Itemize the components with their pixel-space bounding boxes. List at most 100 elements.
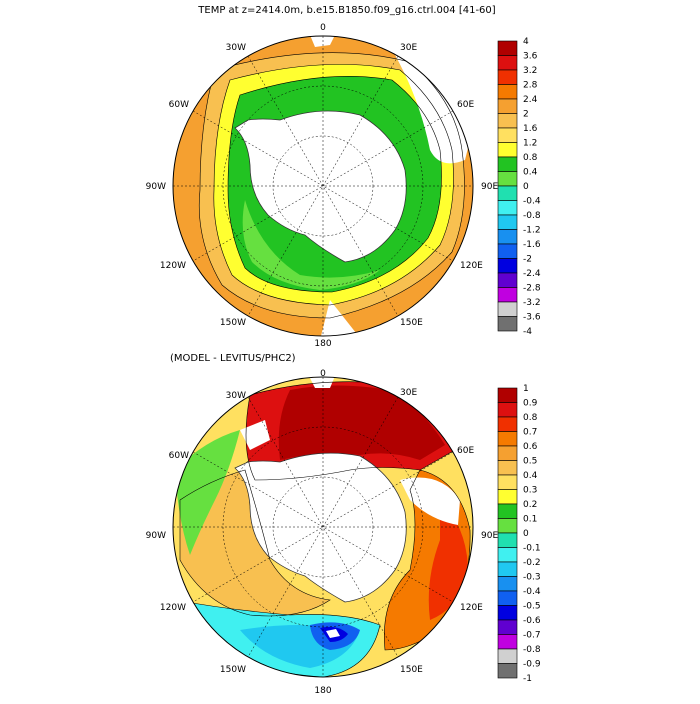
top-colorbar-label: -0.4: [523, 197, 541, 207]
top-colorbar-swatch: [497, 55, 518, 71]
bottom-colorbar-label: 0: [523, 529, 529, 539]
bottom-colorbar-swatch: [497, 590, 518, 606]
bottom-colorbar-swatch: [497, 605, 518, 621]
bottom-colorbar-label: -0.7: [523, 631, 541, 641]
bottom-map-boundary: [172, 376, 474, 678]
top-colorbar-label: -3.6: [523, 313, 541, 323]
bottom-colorbar-label: -1: [523, 674, 532, 684]
top-longitude-labels: 0 30E 60E 90E 120E 150E 180 150W 120W 90…: [146, 23, 499, 349]
top-colorbar-label: 1.6: [523, 124, 538, 134]
top-colorbar-label: 2: [523, 110, 529, 120]
bottom-colorbar-label: -0.3: [523, 573, 541, 583]
bottom-lon-0: 0: [320, 369, 326, 379]
bottom-lon-150w: 150W: [220, 665, 246, 675]
bottom-panel: (MODEL - LEVITUS/PHC2): [146, 353, 541, 696]
bottom-colorbar-swatch: [497, 445, 518, 461]
top-colorbar-swatch: [497, 200, 518, 216]
bottom-colorbar-label: -0.8: [523, 645, 541, 655]
top-colorbar-swatch: [497, 214, 518, 230]
top-colorbar-swatch: [497, 287, 518, 303]
bottom-colorbar-swatch: [497, 474, 518, 490]
bottom-lon-60w: 60W: [169, 451, 189, 461]
top-colorbar-swatch: [497, 69, 518, 85]
top-colorbar-swatch: [497, 40, 518, 56]
top-map-boundary: [172, 35, 474, 337]
top-lon-30w: 30W: [226, 43, 246, 53]
bottom-colorbar-swatch: [497, 648, 518, 664]
top-colorbar-swatch: [497, 243, 518, 259]
bottom-colorbar-swatch: [497, 416, 518, 432]
bottom-colorbar: 1 0.9 0.8 0.7 0.6 0.5 0.4 0.3 0.2 0.1 0 -0.1 -0.2 -0.…: [497, 384, 541, 684]
top-colorbar-label: 2.8: [523, 81, 538, 91]
top-colorbar-label: 3.2: [523, 66, 537, 76]
bottom-colorbar-label: 0.9: [523, 399, 538, 409]
top-panel-title: TEMP at z=2414.0m, b.e15.B1850.f09_g16.c…: [197, 5, 495, 16]
top-colorbar-label: 2.4: [523, 95, 538, 105]
bottom-colorbar-label: -0.6: [523, 616, 541, 626]
bottom-colorbar-label: -0.9: [523, 660, 541, 670]
top-colorbar-label: -3.2: [523, 298, 541, 308]
top-lon-150w: 150W: [220, 318, 246, 328]
bottom-lon-90e: 90E: [481, 531, 498, 541]
bottom-lon-30e: 30E: [400, 388, 417, 398]
bottom-colorbar-label: -0.2: [523, 558, 541, 568]
bottom-panel-title: (MODEL - LEVITUS/PHC2): [170, 353, 296, 364]
bottom-colorbar-label: 0.5: [523, 457, 537, 467]
bottom-colorbar-swatch: [497, 547, 518, 563]
top-lon-60w: 60W: [169, 100, 189, 110]
top-lon-180: 180: [314, 339, 331, 349]
bottom-lon-120e: 120E: [460, 603, 483, 613]
top-lon-0: 0: [320, 23, 326, 33]
bottom-colorbar-swatch: [497, 387, 518, 403]
top-colorbar-swatch: [497, 84, 518, 100]
bottom-colorbar-label: 0.6: [523, 442, 538, 452]
top-colorbar-swatch: [497, 142, 518, 158]
top-lon-90e: 90E: [481, 182, 498, 192]
top-lon-120w: 120W: [160, 261, 186, 271]
bottom-colorbar-swatch: [497, 460, 518, 476]
top-colorbar-label: 3.6: [523, 52, 538, 62]
bottom-colorbar-swatch: [497, 634, 518, 650]
top-colorbar-label: -0.8: [523, 211, 541, 221]
top-colorbar-label: -4: [523, 327, 532, 337]
bottom-colorbar-swatch: [497, 532, 518, 548]
bottom-antarctica: [234, 452, 407, 603]
bottom-colorbar-label: -0.4: [523, 587, 541, 597]
top-colorbar-label: 0: [523, 182, 529, 192]
top-colorbar-label: 0.8: [523, 153, 538, 163]
bottom-lon-30w: 30W: [226, 391, 246, 401]
top-colorbar-label: -2.8: [523, 284, 541, 294]
bottom-colorbar-swatch: [497, 431, 518, 447]
top-colorbar-swatch: [497, 98, 518, 114]
top-colorbar-label: -1.2: [523, 226, 541, 236]
bottom-colorbar-swatch: [497, 518, 518, 534]
top-lon-30e: 30E: [400, 43, 417, 53]
bottom-colorbar-label: -0.1: [523, 544, 541, 554]
top-colorbar-label: -1.6: [523, 240, 541, 250]
top-colorbar: 4 3.6 3.2 2.8 2.4 2 1.6 1.2 0.8 0.4 0 -0.4 -0.8 -1.2 -…: [497, 37, 541, 337]
top-lon-90w: 90W: [146, 182, 166, 192]
top-colorbar-label: -2.4: [523, 269, 541, 279]
bottom-colorbar-label: 0.3: [523, 486, 537, 496]
top-colorbar-swatch: [497, 113, 518, 129]
top-colorbar-swatch: [497, 229, 518, 245]
bottom-colorbar-label: 1: [523, 384, 529, 394]
top-colorbar-swatch: [497, 185, 518, 201]
bottom-colorbar-label: 0.4: [523, 471, 538, 481]
bottom-lon-180: 180: [314, 686, 331, 696]
bottom-lon-120w: 120W: [160, 603, 186, 613]
top-colorbar-label: 0.4: [523, 168, 538, 178]
bottom-colorbar-label: 0.1: [523, 515, 537, 525]
top-colorbar-label: 1.2: [523, 139, 537, 149]
bottom-map-field: [173, 377, 473, 677]
bottom-colorbar-swatch: [497, 489, 518, 505]
top-lon-120e: 120E: [460, 261, 483, 271]
bottom-colorbar-swatch: [497, 619, 518, 635]
top-lon-60e: 60E: [457, 100, 474, 110]
bottom-colorbar-label: 0.2: [523, 500, 537, 510]
bottom-lon-90w: 90W: [146, 531, 166, 541]
bottom-longitude-labels: 0 30E 60E 90E 120E 150E 180 150W 120W 90…: [146, 369, 499, 696]
bottom-colorbar-swatch: [497, 576, 518, 592]
bottom-colorbar-swatch: [497, 663, 518, 679]
